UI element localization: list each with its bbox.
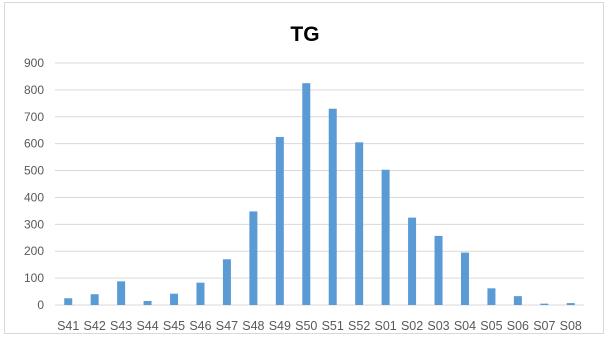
y-tick-label: 700 bbox=[24, 110, 44, 124]
x-tick-label-S47: S47 bbox=[216, 319, 238, 333]
x-tick-label-S48: S48 bbox=[242, 319, 264, 333]
bar-S50 bbox=[302, 83, 311, 306]
y-tick-label: 300 bbox=[24, 217, 44, 231]
x-tick-label-S43: S43 bbox=[110, 319, 132, 333]
x-tick-label-S41: S41 bbox=[57, 319, 79, 333]
x-tick-label-S44: S44 bbox=[136, 319, 158, 333]
gridlines bbox=[55, 62, 584, 306]
bar-S03 bbox=[434, 235, 443, 305]
bar-S42 bbox=[90, 294, 99, 305]
bar-S43 bbox=[117, 281, 126, 305]
x-tick-label-S07: S07 bbox=[533, 319, 555, 333]
bar-S45 bbox=[170, 293, 179, 305]
x-tick-label-S52: S52 bbox=[348, 319, 370, 333]
x-tick-label-S06: S06 bbox=[507, 319, 529, 333]
x-tick-label-S08: S08 bbox=[560, 319, 582, 333]
y-tick-label: 600 bbox=[24, 137, 44, 151]
bar-S08 bbox=[566, 303, 575, 305]
x-tick-label-S51: S51 bbox=[322, 319, 344, 333]
x-tick-label-S02: S02 bbox=[401, 319, 423, 333]
bar-S46 bbox=[196, 282, 205, 305]
y-tick-label: 500 bbox=[24, 164, 44, 178]
y-tick-label: 900 bbox=[24, 56, 44, 70]
x-tick-label-S50: S50 bbox=[295, 319, 317, 333]
bar-S52 bbox=[355, 142, 364, 305]
x-tick-label-S46: S46 bbox=[189, 319, 211, 333]
bar-S05 bbox=[487, 288, 496, 305]
bar-S48 bbox=[249, 211, 258, 305]
bar-S04 bbox=[460, 252, 469, 305]
bar-S01 bbox=[381, 169, 390, 305]
x-tick-label-S04: S04 bbox=[454, 319, 476, 333]
x-tick-label-S03: S03 bbox=[427, 319, 449, 333]
y-tick-label: 100 bbox=[24, 271, 44, 285]
x-tick-label-S05: S05 bbox=[480, 319, 502, 333]
x-axis-ticks: S41 S42 S43 S44 S45 S46 S47 S48 S49 S50 S51 S52 S01 S… bbox=[57, 319, 582, 333]
bar-S02 bbox=[408, 217, 417, 305]
x-tick-label-S01: S01 bbox=[375, 319, 397, 333]
bars bbox=[64, 83, 575, 306]
y-axis-ticks: 0 100 200 300 400 500 600 700 800 900 bbox=[24, 56, 44, 312]
bar-S07 bbox=[540, 303, 549, 305]
bar-S44 bbox=[143, 300, 152, 305]
y-tick-label: 800 bbox=[24, 83, 44, 97]
y-tick-label: 0 bbox=[37, 298, 44, 312]
y-tick-label: 400 bbox=[24, 190, 44, 204]
x-tick-label-S45: S45 bbox=[163, 319, 185, 333]
x-tick-label-S49: S49 bbox=[269, 319, 291, 333]
x-tick-label-S42: S42 bbox=[84, 319, 106, 333]
bar-S49 bbox=[275, 136, 284, 305]
bar-S06 bbox=[513, 296, 522, 305]
y-tick-label: 200 bbox=[24, 244, 44, 258]
bar-S51 bbox=[328, 108, 337, 305]
chart-title: TG bbox=[290, 23, 320, 46]
bar-S47 bbox=[222, 259, 231, 305]
bar-S41 bbox=[64, 298, 73, 305]
